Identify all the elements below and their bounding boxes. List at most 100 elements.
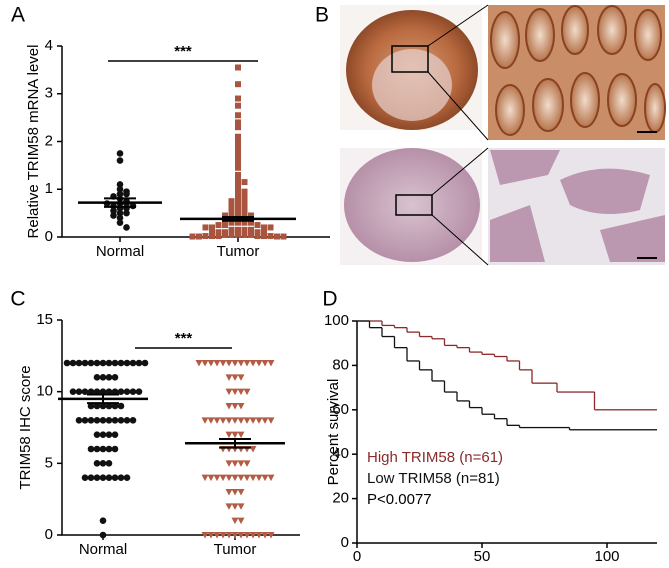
data-point (123, 474, 131, 481)
data-point (225, 474, 233, 482)
data-point (235, 102, 241, 109)
data-point (237, 532, 245, 539)
data-point (219, 474, 227, 482)
data-point (254, 229, 261, 236)
data-point (69, 388, 77, 395)
data-point (249, 474, 257, 482)
data-point (235, 210, 241, 217)
data-point (237, 374, 245, 381)
data-point (135, 388, 143, 395)
data-point (222, 212, 228, 219)
data-point (215, 222, 222, 229)
data-point (117, 359, 125, 367)
data-point (235, 219, 241, 226)
data-point (225, 403, 233, 410)
data-point (75, 359, 83, 367)
panel-label: B (315, 4, 329, 27)
data-point (231, 388, 239, 396)
data-point (235, 195, 241, 202)
panel-label: C (10, 288, 25, 311)
data-point (116, 219, 124, 226)
micrograph-group (340, 4, 666, 266)
data-point (195, 360, 203, 367)
data-point (202, 233, 209, 240)
data-point (201, 532, 209, 539)
data-point (241, 205, 248, 212)
data-point (105, 417, 113, 424)
data-point (99, 445, 107, 453)
data-point (235, 226, 241, 233)
data-point (105, 359, 113, 367)
data-point (87, 445, 95, 453)
data-point (241, 179, 248, 186)
y-tick-label: 20 (332, 490, 349, 507)
data-point (261, 233, 267, 240)
data-point (123, 417, 131, 424)
data-point (213, 474, 221, 482)
y-tick-label: 5 (45, 454, 53, 471)
data-point (225, 489, 233, 496)
data-point (81, 474, 89, 481)
data-point (243, 460, 251, 467)
data-point (255, 474, 263, 482)
data-point (237, 460, 245, 467)
y-axis-label: Percent survival (325, 379, 342, 486)
x-tick-label: Tumor (217, 243, 260, 260)
zoom-line (427, 71, 489, 141)
data-point (93, 417, 101, 424)
tissue-core (344, 148, 480, 262)
data-point (93, 431, 101, 438)
data-point (116, 209, 124, 217)
data-point (99, 388, 107, 395)
data-point (235, 119, 241, 126)
data-point (235, 176, 241, 183)
data-point (235, 171, 241, 178)
data-point (219, 360, 227, 367)
data-point (267, 360, 275, 367)
data-point (123, 209, 130, 217)
legend-label: High TRIM58 (n=61) (367, 449, 503, 466)
data-point (99, 531, 107, 539)
data-point (235, 152, 241, 159)
data-point (231, 403, 239, 410)
data-point (255, 532, 263, 539)
data-point (99, 460, 107, 467)
data-point (249, 532, 257, 539)
data-point (189, 233, 196, 240)
x-tick-label: Tumor (214, 541, 257, 558)
data-point (69, 359, 77, 367)
zoom-line (431, 214, 489, 266)
panel-label: D (322, 288, 337, 311)
data-point (228, 202, 235, 209)
data-point (237, 517, 245, 525)
y-axis-label: TRIM58 IHC score (17, 365, 34, 489)
axis-line (61, 46, 330, 238)
data-point (111, 431, 119, 438)
data-point (249, 417, 257, 424)
data-point (243, 388, 251, 396)
data-point (231, 474, 239, 482)
data-point (267, 532, 275, 539)
data-point (110, 212, 117, 219)
y-tick-label: 100 (324, 312, 349, 329)
data-point (241, 195, 248, 202)
data-point (237, 474, 245, 482)
data-point (235, 157, 241, 164)
data-point (243, 532, 251, 539)
data-point (209, 224, 215, 231)
data-point (248, 212, 254, 219)
data-point (280, 233, 287, 240)
data-point (219, 417, 227, 424)
x-tick-label: 50 (474, 548, 491, 565)
zoom-line (431, 147, 489, 196)
data-point (105, 460, 113, 467)
data-point (209, 233, 215, 240)
data-point (241, 231, 248, 238)
data-point (123, 190, 130, 198)
data-point (111, 417, 119, 424)
legend-label: Low TRIM58 (n=81) (367, 470, 500, 487)
data-point (237, 417, 245, 424)
data-point (105, 388, 113, 395)
data-point (261, 474, 269, 482)
